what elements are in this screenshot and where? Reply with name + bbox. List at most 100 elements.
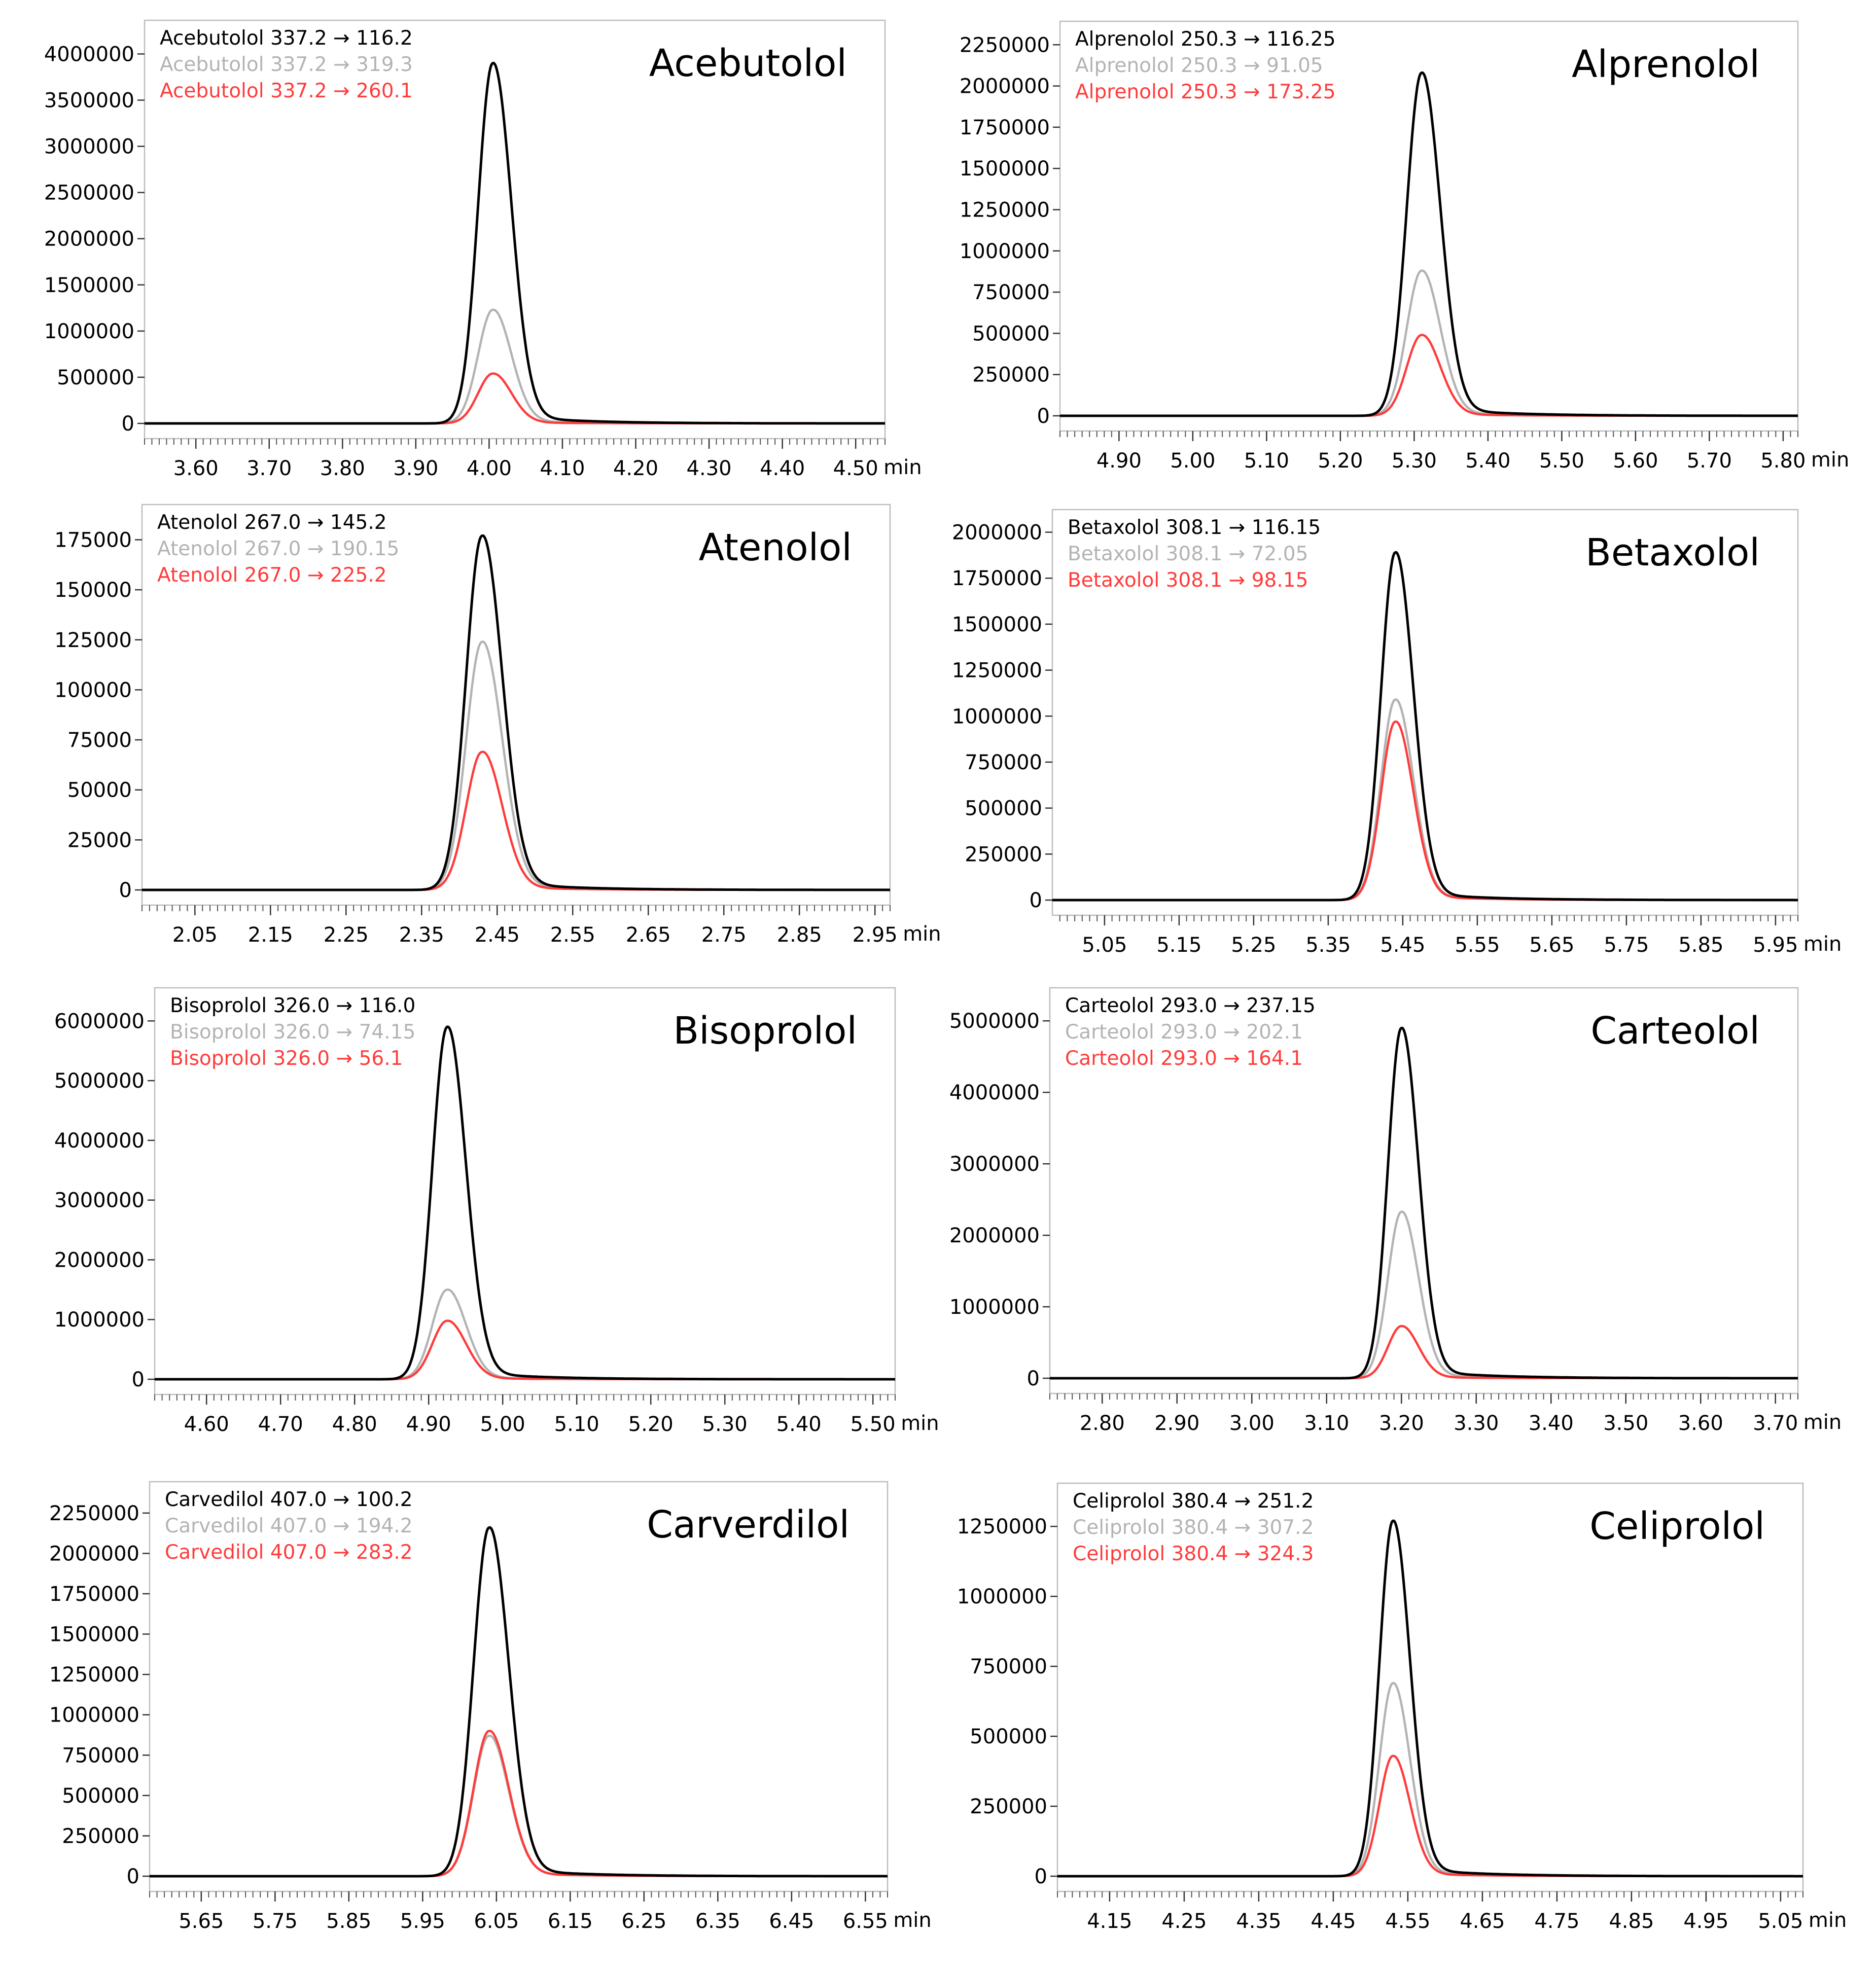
y-tick-label: 0 bbox=[122, 412, 134, 436]
trace-quantifier bbox=[1059, 71, 1798, 417]
chart-panel-7: 5.65 5.75 5.85 5.95 6.05 6.15 6.25 6.35 6.45 6.55… bbox=[49, 1481, 932, 1933]
x-tick-label: 4.00 bbox=[467, 457, 512, 480]
chart-title: Bisoprolol bbox=[673, 1009, 857, 1053]
y-tick-label: 2000000 bbox=[44, 228, 134, 251]
y-tick-label: 1000000 bbox=[949, 1296, 1040, 1319]
chart-panel-2: 4.90 5.00 5.10 5.20 5.30 5.40 5.50 5.60 5.70 5.80… bbox=[960, 20, 1849, 473]
y-tick-label: 3000000 bbox=[44, 135, 134, 159]
legend-entry: Bisoprolol 326.0 → 116.0 bbox=[170, 994, 415, 1017]
trace-quantifier bbox=[154, 1025, 896, 1381]
y-tick-label: 2000000 bbox=[49, 1542, 139, 1565]
x-tick-label: 4.15 bbox=[1087, 1910, 1132, 1933]
y-tick-label: 0 bbox=[1027, 1367, 1040, 1390]
y-tick-label: 1000000 bbox=[49, 1704, 139, 1727]
legend-entry: Celiprolol 380.4 → 324.3 bbox=[1073, 1543, 1314, 1565]
y-tick-label: 500000 bbox=[965, 797, 1042, 820]
y-tick-label: 0 bbox=[1035, 1865, 1047, 1888]
x-tick-label: 5.20 bbox=[628, 1413, 674, 1436]
y-tick-label: 750000 bbox=[972, 281, 1050, 304]
y-tick-label: 1000000 bbox=[957, 1585, 1047, 1608]
x-tick-label: 4.95 bbox=[1683, 1910, 1728, 1933]
chart-title: Alprenolol bbox=[1572, 43, 1760, 86]
y-tick-label: 2500000 bbox=[44, 182, 134, 205]
y-tick-label: 2250000 bbox=[49, 1502, 139, 1525]
chart-panel-1: 3.60 3.70 3.80 3.90 4.00 4.10 4.20 4.30 4.40 4.50… bbox=[44, 19, 922, 480]
legend-entry: Carteolol 293.0 → 202.1 bbox=[1065, 1021, 1303, 1044]
x-tick-label: 6.15 bbox=[548, 1910, 593, 1933]
y-tick-label: 250000 bbox=[62, 1824, 139, 1848]
x-tick-label: 3.70 bbox=[1753, 1412, 1798, 1435]
y-tick-label: 500000 bbox=[57, 366, 134, 389]
trace-qualifier-2 bbox=[141, 750, 891, 891]
trace-qualifier-2 bbox=[144, 372, 886, 425]
legend-entry: Carvedilol 407.0 → 194.2 bbox=[165, 1515, 413, 1537]
x-tick-label: 5.95 bbox=[400, 1910, 445, 1933]
y-tick-label: 2000000 bbox=[54, 1248, 145, 1272]
y-tick-label: 2000000 bbox=[960, 75, 1050, 98]
y-tick-label: 25000 bbox=[67, 829, 132, 852]
trace-qualifier-2 bbox=[154, 1319, 896, 1381]
x-tick-label: 4.60 bbox=[184, 1413, 229, 1436]
chart-title: Acebutolol bbox=[649, 42, 847, 85]
x-tick-label: 3.40 bbox=[1529, 1412, 1574, 1435]
legend-entry: Carteolol 293.0 → 237.15 bbox=[1065, 994, 1316, 1017]
y-tick-label: 175000 bbox=[54, 528, 132, 552]
x-minor-ticks bbox=[144, 439, 886, 445]
y-tick-label: 250000 bbox=[972, 364, 1050, 387]
y-tick-label: 0 bbox=[132, 1368, 145, 1391]
x-tick-label: 5.50 bbox=[1539, 449, 1584, 473]
x-tick-label: 4.25 bbox=[1161, 1910, 1207, 1933]
x-tick-label: 3.80 bbox=[320, 457, 365, 480]
y-tick-label: 1500000 bbox=[960, 157, 1050, 181]
chart-title: Betaxolol bbox=[1585, 531, 1760, 575]
trace-qualifier-1 bbox=[1057, 1681, 1803, 1878]
x-axis-unit: min bbox=[893, 1909, 931, 1932]
x-tick-label: 5.30 bbox=[1392, 449, 1437, 473]
y-tick-label: 5000000 bbox=[54, 1069, 145, 1093]
y-tick-label: 1000000 bbox=[960, 240, 1050, 263]
trace-quantifier bbox=[1049, 1026, 1798, 1380]
x-tick-label: 2.85 bbox=[777, 923, 822, 947]
x-tick-label: 5.40 bbox=[1465, 449, 1510, 473]
trace-quantifier bbox=[1052, 551, 1798, 902]
y-tick-label: 1250000 bbox=[957, 1515, 1047, 1538]
trace-quantifier bbox=[144, 61, 886, 425]
x-axis-unit: min bbox=[903, 922, 941, 946]
x-tick-label: 5.55 bbox=[1455, 934, 1500, 957]
y-tick-label: 250000 bbox=[970, 1795, 1047, 1818]
x-tick-label: 5.75 bbox=[253, 1910, 298, 1933]
y-tick-label: 1750000 bbox=[49, 1583, 139, 1606]
legend-entry: Bisoprolol 326.0 → 74.15 bbox=[170, 1021, 415, 1044]
legend-entry: Carteolol 293.0 → 164.1 bbox=[1065, 1047, 1303, 1070]
y-tick-label: 3500000 bbox=[44, 89, 134, 113]
chart-panel-5: 4.60 4.70 4.80 4.90 5.00 5.10 5.20 5.30 5.40 5.50… bbox=[54, 987, 939, 1436]
y-tick-label: 1250000 bbox=[960, 198, 1050, 222]
trace-qualifier-2 bbox=[1059, 334, 1798, 417]
x-tick-label: 5.75 bbox=[1604, 934, 1649, 957]
x-tick-label: 3.50 bbox=[1603, 1412, 1648, 1435]
x-tick-label: 2.55 bbox=[550, 923, 595, 947]
y-tick-label: 125000 bbox=[54, 629, 132, 652]
x-tick-label: 6.05 bbox=[474, 1910, 519, 1933]
x-tick-label: 2.15 bbox=[248, 923, 293, 947]
y-tick-label: 750000 bbox=[965, 751, 1042, 774]
x-minor-ticks bbox=[1059, 915, 1798, 921]
legend-entry: Carvedilol 407.0 → 283.2 bbox=[165, 1541, 413, 1564]
legend-entry: Alprenolol 250.3 → 173.25 bbox=[1075, 81, 1336, 103]
x-tick-label: 4.20 bbox=[613, 457, 658, 480]
x-tick-label: 2.25 bbox=[324, 923, 369, 947]
legend-entry: Atenolol 267.0 → 190.15 bbox=[157, 538, 399, 560]
x-tick-label: 5.20 bbox=[1318, 449, 1363, 473]
trace-quantifier bbox=[149, 1526, 888, 1878]
x-tick-label: 5.05 bbox=[1082, 934, 1127, 957]
legend-entry: Alprenolol 250.3 → 116.25 bbox=[1075, 28, 1336, 51]
chart-panel-8: 4.15 4.25 4.35 4.45 4.55 4.65 4.75 4.85 4.95 5.05… bbox=[957, 1482, 1847, 1933]
x-tick-label: 5.00 bbox=[480, 1413, 525, 1436]
x-minor-ticks bbox=[1049, 1393, 1798, 1400]
x-axis-unit: min bbox=[883, 456, 922, 479]
y-tick-label: 500000 bbox=[62, 1784, 139, 1808]
x-tick-label: 5.80 bbox=[1760, 449, 1806, 473]
x-tick-label: 2.65 bbox=[626, 923, 671, 947]
y-tick-label: 4000000 bbox=[949, 1081, 1040, 1104]
